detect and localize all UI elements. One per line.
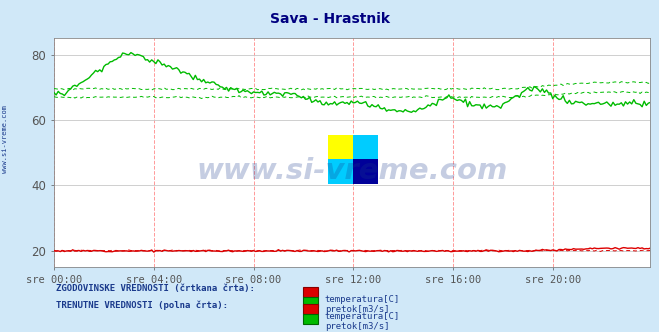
Bar <box>328 135 353 159</box>
Bar <box>353 159 378 184</box>
Text: TRENUTNE VREDNOSTI (polna črta):: TRENUTNE VREDNOSTI (polna črta): <box>56 300 228 310</box>
Bar <box>328 159 353 184</box>
Bar <box>303 314 318 324</box>
Bar <box>303 287 318 297</box>
Bar <box>303 297 318 307</box>
Text: temperatura[C]: temperatura[C] <box>325 312 400 321</box>
Text: temperatura[C]: temperatura[C] <box>325 295 400 304</box>
Text: www.si-vreme.com: www.si-vreme.com <box>196 157 508 185</box>
Bar <box>353 135 378 159</box>
Text: ZGODOVINSKE VREDNOSTI (črtkana črta):: ZGODOVINSKE VREDNOSTI (črtkana črta): <box>56 284 255 293</box>
Bar <box>303 304 318 314</box>
Text: www.si-vreme.com: www.si-vreme.com <box>2 106 9 173</box>
Text: pretok[m3/s]: pretok[m3/s] <box>325 322 389 331</box>
Text: pretok[m3/s]: pretok[m3/s] <box>325 305 389 314</box>
Text: Sava - Hrastnik: Sava - Hrastnik <box>270 12 389 26</box>
